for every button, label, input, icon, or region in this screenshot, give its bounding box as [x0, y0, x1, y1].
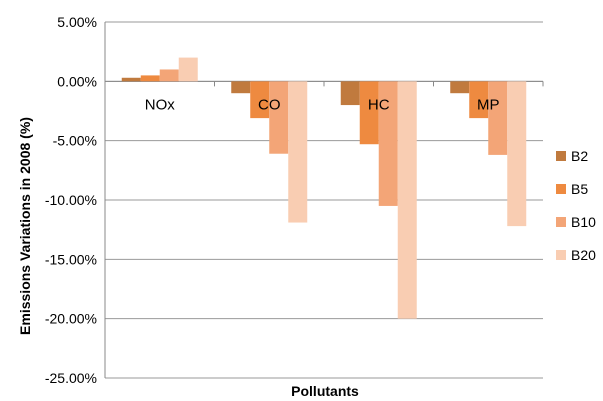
legend-swatch-b2 [556, 151, 566, 161]
bars [121, 57, 527, 319]
bar-b5-hc [359, 81, 379, 145]
bar-b10-hc [378, 81, 398, 206]
category-label: MP [477, 96, 500, 113]
legend-label: B5 [571, 181, 588, 197]
y-tick-label: -15.00% [45, 251, 97, 267]
bar-b20-hc [397, 81, 417, 319]
bar-b20-co [288, 81, 308, 223]
y-tick-label: -20.00% [45, 311, 97, 327]
bar-b10-nox [159, 69, 179, 82]
legend-label: B10 [571, 214, 596, 230]
y-axis-ticks: 5.00% 0.00% -5.00% -10.00% -15.00% -20.00% -25… [45, 14, 97, 386]
bar-b2-hc [340, 81, 360, 106]
category-labels: NOx CO HC MP [145, 96, 500, 113]
y-tick-label: -25.00% [45, 370, 97, 386]
legend-swatch-b10 [556, 217, 566, 227]
bar-b2-nox [121, 77, 141, 82]
category-label: HC [368, 96, 390, 113]
y-tick-label: -10.00% [45, 192, 97, 208]
x-axis-title: Pollutants [291, 383, 359, 399]
legend-swatch-b5 [556, 184, 566, 194]
category-label: CO [258, 96, 281, 113]
y-tick-label: 0.00% [57, 73, 97, 89]
y-axis-title: Emissions Variations in 2008 (%) [17, 117, 33, 335]
y-tick-label: -5.00% [53, 133, 97, 149]
legend-label: B20 [571, 247, 596, 263]
bar-b2-mp [450, 81, 470, 94]
bar-b20-nox [178, 57, 198, 82]
bar-b5-mp [469, 81, 489, 119]
bar-b10-co [269, 81, 289, 154]
y-tick-label: 5.00% [57, 14, 97, 30]
bar-b2-co [231, 81, 251, 94]
bar-b5-nox [140, 75, 160, 82]
bar-b10-mp [488, 81, 508, 155]
bar-b20-mp [507, 81, 527, 227]
legend: B2 B5 B10 B20 [556, 148, 596, 263]
category-label: NOx [145, 96, 176, 113]
bar-b5-co [250, 81, 270, 119]
legend-swatch-b20 [556, 250, 566, 260]
legend-label: B2 [571, 148, 588, 164]
